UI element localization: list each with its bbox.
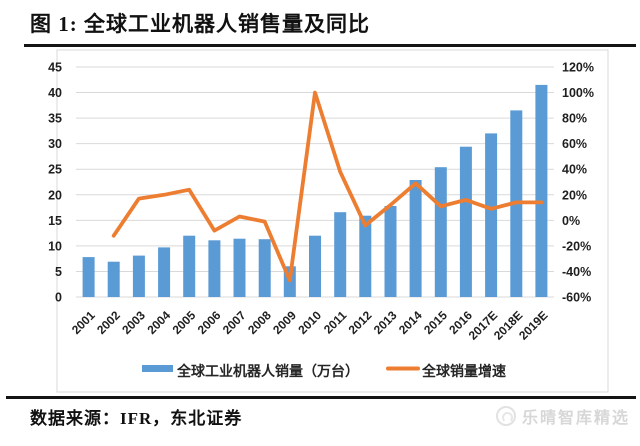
bar-2016 [459, 146, 472, 297]
growth-line [111, 90, 544, 283]
title-divider [24, 44, 636, 47]
bar-2012 [359, 215, 372, 297]
left-axis-tick-label: 45 [48, 61, 62, 75]
bar-2004 [158, 247, 171, 297]
left-axis-tick-label: 35 [48, 112, 62, 126]
bar-2007 [233, 238, 246, 297]
left-axis-tick-label: 40 [48, 86, 62, 100]
data-source-note: 数据来源：IFR，东北证券 [30, 409, 243, 428]
left-axis-tick-label: 25 [48, 163, 62, 177]
bar-2015 [434, 167, 447, 297]
legend: 全球工业机器人销量（万台） 全球销量增速 [142, 363, 506, 379]
right-axis-tick-label: -60% [562, 291, 591, 305]
watermark-text: 乐晴智库精选 [521, 410, 630, 427]
sales-bars [82, 84, 548, 298]
bar-2003 [132, 255, 145, 297]
right-axis-tick-label: 0% [562, 214, 580, 228]
right-axis-tick-label: 60% [562, 137, 587, 151]
right-axis-tick-label: -20% [562, 239, 591, 253]
right-axis-tick-label: 20% [562, 188, 587, 202]
right-axis-tick-label: 100% [562, 86, 594, 100]
bar-2019E [535, 84, 548, 298]
left-axis-tick-label: 0 [55, 291, 62, 305]
right-axis-tick-label: 120% [562, 61, 594, 75]
bar-2010 [309, 235, 321, 297]
bar-2001 [82, 257, 95, 297]
footer-divider [6, 396, 636, 399]
left-axis-ticks: 45 40 35 30 25 20 15 10 5 0 [48, 61, 62, 305]
right-axis-ticks: 120% 100% 80% 60% 40% 20% 0% -20% -40% -60% [562, 61, 594, 305]
bar-2002 [107, 261, 120, 297]
legend-line-label: 全球销量增速 [421, 363, 506, 379]
bar-2014 [409, 180, 422, 297]
figure-title: 图 1: 全球工业机器人销售量及同比 [30, 12, 370, 36]
robot-sales-chart: 45 40 35 30 25 20 15 10 5 0 120% 100% 80% 60% 40% 20% 0%… [48, 49, 609, 393]
bar-2017E [485, 133, 498, 297]
leqing-logo-icon [495, 406, 516, 426]
bar-2006 [208, 240, 221, 297]
watermark: 乐晴智库精选 [495, 404, 630, 428]
right-axis-tick-label: 40% [562, 163, 587, 177]
right-axis-tick-label: 80% [562, 112, 587, 126]
bar-2013 [384, 206, 397, 297]
left-axis-tick-label: 10 [48, 239, 62, 253]
left-axis-tick-label: 15 [48, 214, 62, 228]
bar-2008 [258, 239, 271, 297]
legend-bar-label: 全球工业机器人销量（万台） [176, 363, 359, 379]
bar-2011 [334, 212, 347, 297]
legend-bar-swatch [142, 365, 173, 372]
bar-2005 [183, 235, 196, 297]
left-axis-tick-label: 20 [48, 188, 62, 202]
right-axis-tick-label: -40% [562, 265, 591, 279]
left-axis-tick-label: 5 [55, 265, 62, 279]
left-axis-tick-label: 30 [48, 137, 62, 151]
